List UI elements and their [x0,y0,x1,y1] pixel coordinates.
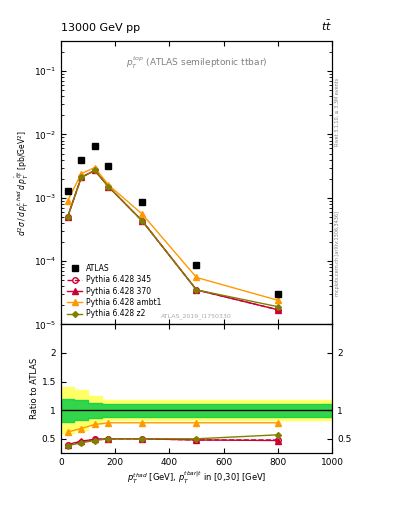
ATLAS [79,157,84,163]
Pythia 6.428 z2 [140,218,145,224]
Line: Pythia 6.428 z2: Pythia 6.428 z2 [66,168,280,309]
Line: ATLAS: ATLAS [64,143,281,297]
Y-axis label: $d^2\sigma\,/\,d\,p_T^{t,had}\,d\,p_T^{\bar{t}|t}$ [pb/GeV$^2$]: $d^2\sigma\,/\,d\,p_T^{t,had}\,d\,p_T^{\… [13,130,31,236]
Pythia 6.428 z2 [92,167,97,174]
Pythia 6.428 z2 [65,214,70,220]
Pythia 6.428 345 [194,287,199,293]
Pythia 6.428 ambt1 [106,182,111,188]
Pythia 6.428 370 [65,214,70,220]
Pythia 6.428 345 [106,183,111,189]
Pythia 6.428 z2 [79,174,84,180]
Pythia 6.428 345 [140,218,145,224]
Pythia 6.428 z2 [275,304,280,310]
Pythia 6.428 370 [194,287,199,293]
Pythia 6.428 z2 [194,287,199,293]
Text: mcplots.cern.ch [arXiv:1306.3436]: mcplots.cern.ch [arXiv:1306.3436] [335,211,340,296]
Line: Pythia 6.428 ambt1: Pythia 6.428 ambt1 [65,165,281,303]
ATLAS [275,291,280,297]
Pythia 6.428 z2 [106,183,111,189]
Pythia 6.428 345 [92,167,97,174]
Pythia 6.428 ambt1 [194,274,199,281]
Line: Pythia 6.428 370: Pythia 6.428 370 [65,167,281,312]
Pythia 6.428 ambt1 [92,164,97,170]
Pythia 6.428 345 [65,214,70,220]
Pythia 6.428 ambt1 [275,297,280,303]
Pythia 6.428 370 [275,307,280,313]
Legend: ATLAS, Pythia 6.428 345, Pythia 6.428 370, Pythia 6.428 ambt1, Pythia 6.428 z2: ATLAS, Pythia 6.428 345, Pythia 6.428 37… [65,262,164,321]
Pythia 6.428 345 [79,174,84,180]
Pythia 6.428 370 [140,218,145,224]
ATLAS [65,187,70,194]
Pythia 6.428 345 [275,307,280,313]
Pythia 6.428 370 [92,167,97,174]
ATLAS [106,163,111,169]
Pythia 6.428 370 [79,174,84,180]
Line: Pythia 6.428 345: Pythia 6.428 345 [65,167,281,312]
Pythia 6.428 ambt1 [65,198,70,204]
Text: ATLAS_2019_I1750330: ATLAS_2019_I1750330 [161,313,232,318]
Pythia 6.428 ambt1 [79,170,84,177]
Text: 13000 GeV pp: 13000 GeV pp [61,23,140,33]
ATLAS [194,263,199,269]
X-axis label: $p_T^{thad}$ [GeV], $p_T^{tbar|t}$ in [0,30] [GeV]: $p_T^{thad}$ [GeV], $p_T^{tbar|t}$ in [0… [127,470,266,486]
Text: Rivet 3.1.10, ≥ 3.3M events: Rivet 3.1.10, ≥ 3.3M events [335,78,340,146]
Y-axis label: Ratio to ATLAS: Ratio to ATLAS [30,358,39,419]
ATLAS [92,143,97,150]
Text: $t\bar{t}$: $t\bar{t}$ [321,19,332,33]
Text: $p_T^{top}$ (ATLAS semileptonic ttbar): $p_T^{top}$ (ATLAS semileptonic ttbar) [126,55,267,72]
Pythia 6.428 ambt1 [140,211,145,217]
Pythia 6.428 370 [106,183,111,189]
ATLAS [140,199,145,205]
